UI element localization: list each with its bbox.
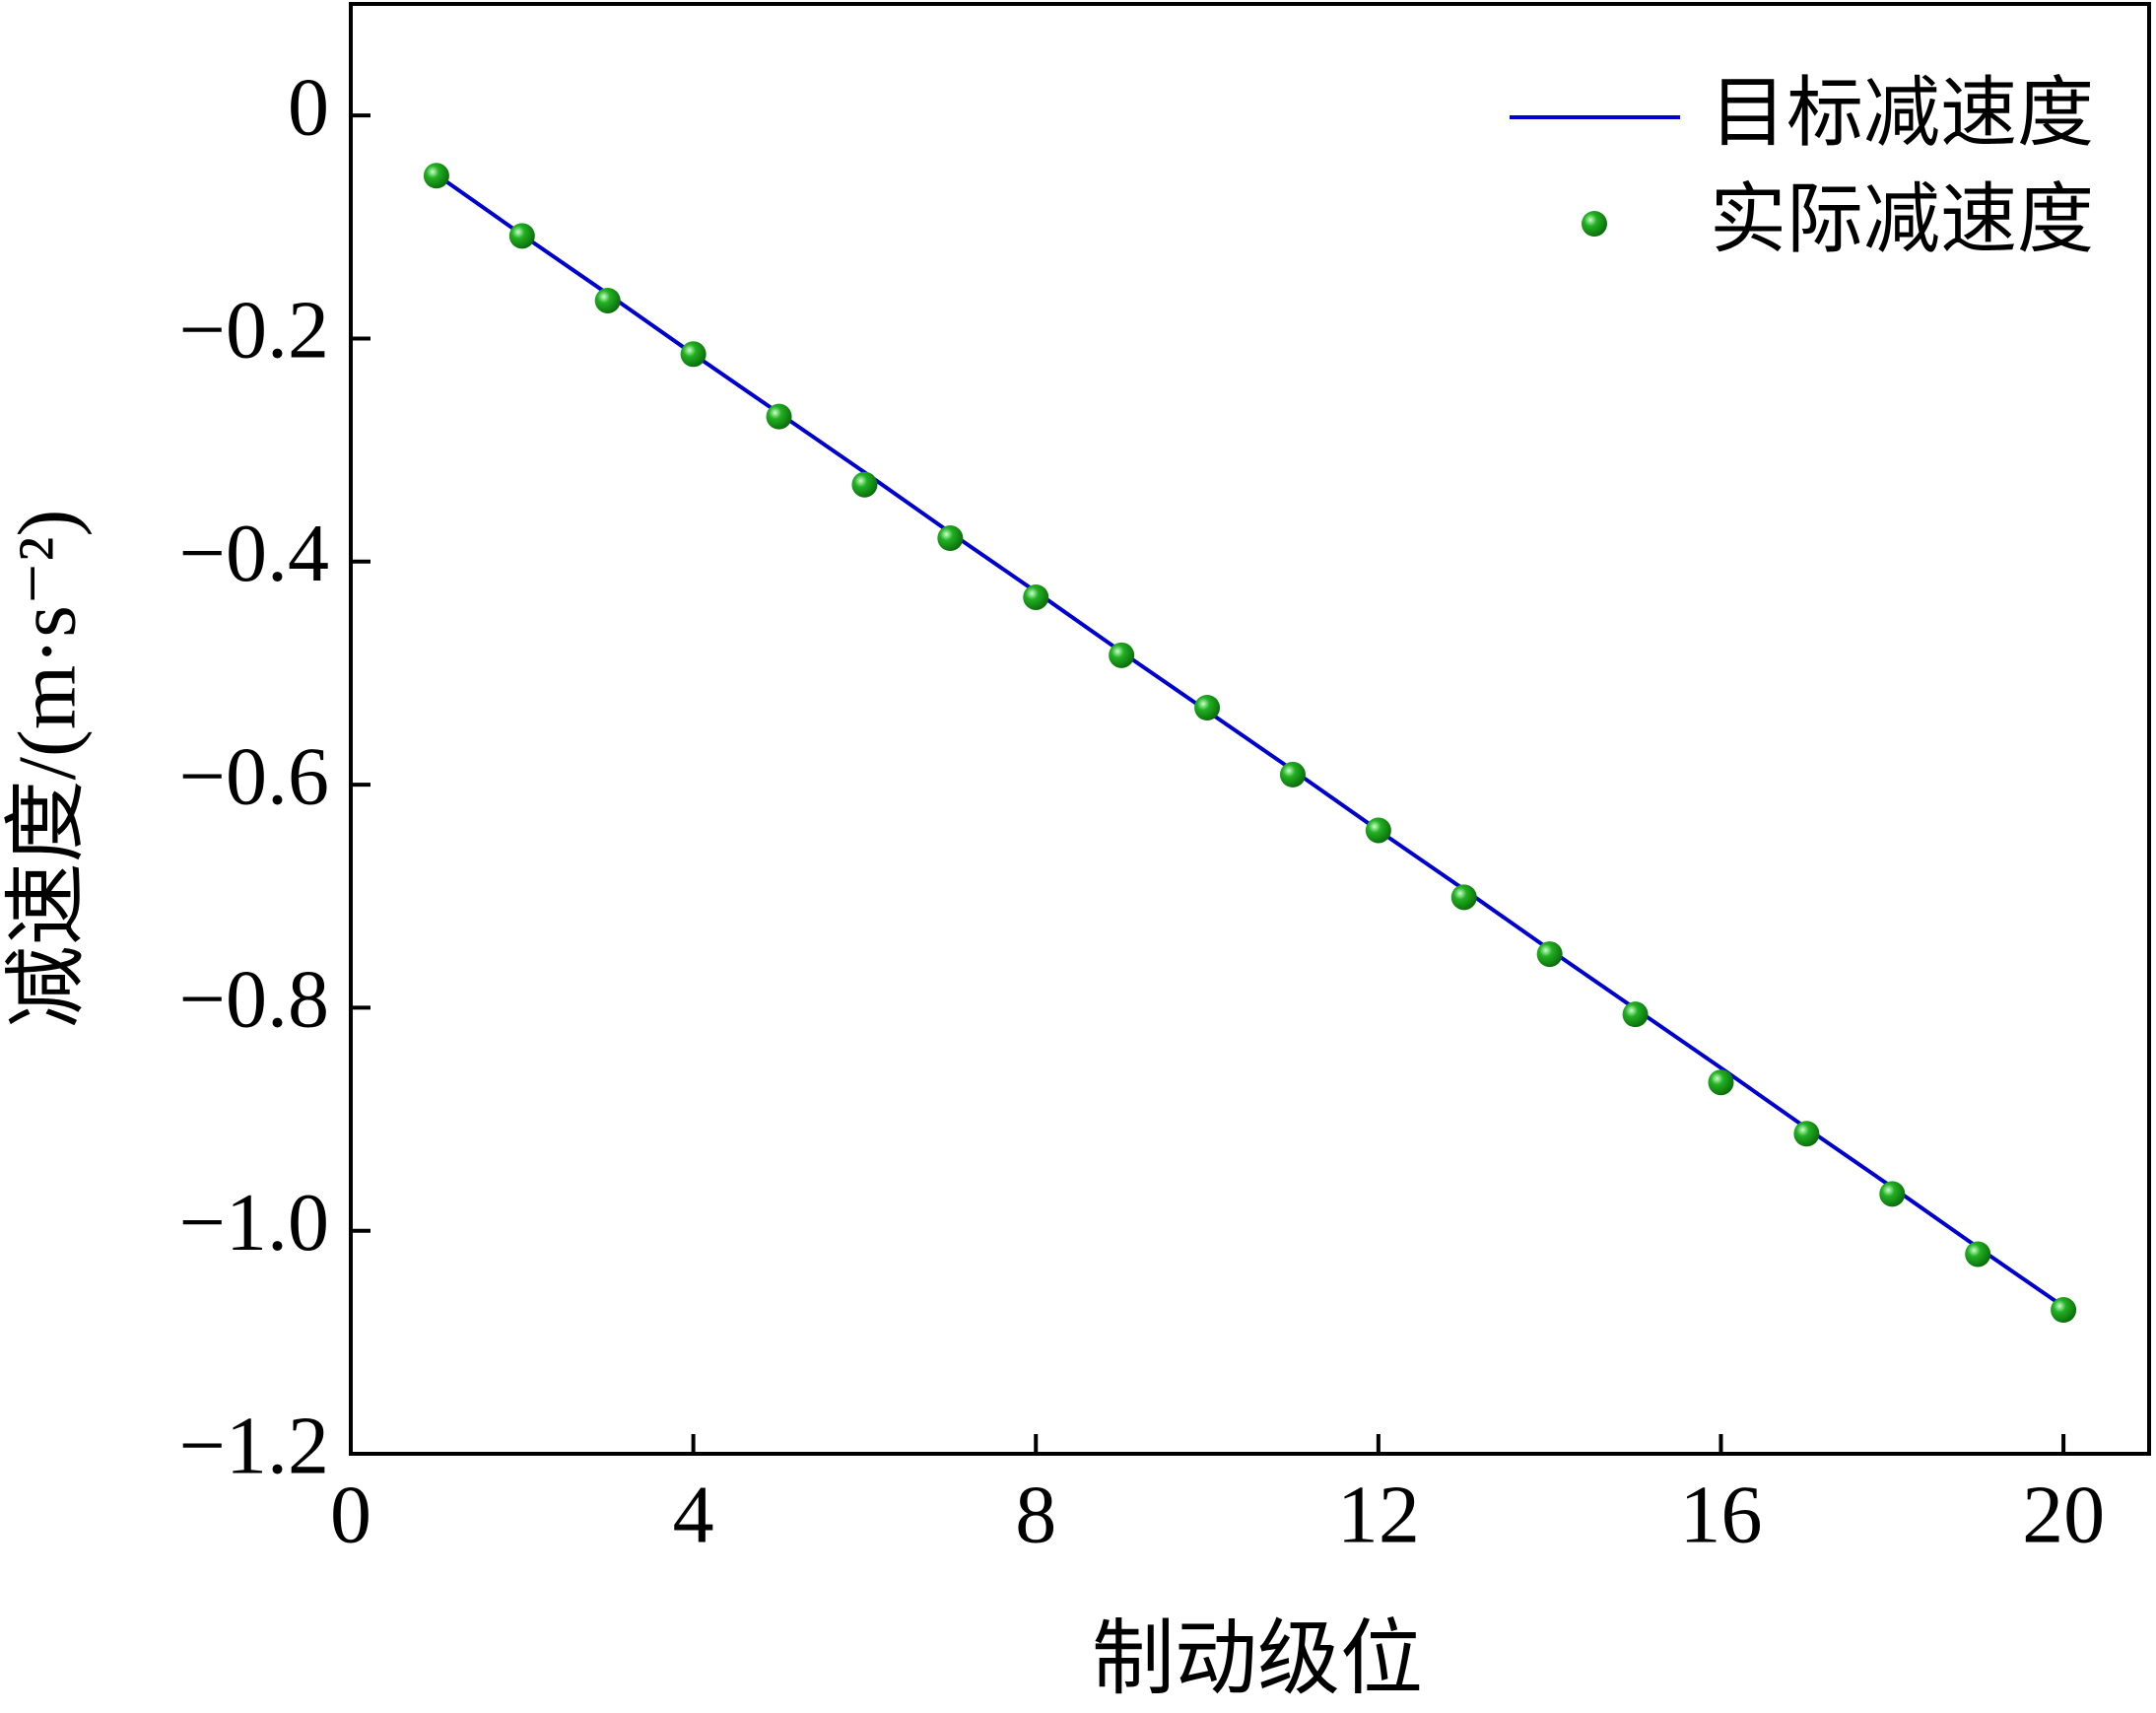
data-point [1450, 884, 1477, 911]
data-point [680, 341, 707, 368]
data-point [2051, 1297, 2077, 1324]
y-tick-label: −0.2 [179, 285, 329, 377]
y-tick-label: −1.2 [179, 1400, 329, 1491]
legend-label: 目标减速度 [1710, 70, 2094, 156]
legend-label: 实际减速度 [1710, 176, 2094, 262]
data-point [1793, 1121, 1820, 1147]
x-tick-label: 4 [673, 1469, 714, 1560]
y-tick-label: −0.8 [179, 954, 329, 1046]
x-tick-label: 8 [1015, 1469, 1056, 1560]
data-point [594, 287, 621, 313]
data-point [1708, 1069, 1734, 1096]
y-tick-label: 0 [288, 61, 329, 153]
data-point [1879, 1181, 1906, 1207]
y-tick-label: −1.0 [179, 1177, 329, 1268]
y-axis-title: 减速度/(m·s⁻²) [1, 510, 93, 1029]
y-tick-label: −0.6 [179, 730, 329, 822]
x-tick-label: 20 [2022, 1469, 2105, 1560]
data-point [1023, 583, 1049, 610]
plot-frame [349, 2, 2151, 1456]
y-tick-label: −0.4 [179, 508, 329, 599]
x-axis-title: 制动级位 [1092, 1613, 1423, 1705]
data-point [508, 223, 535, 249]
data-point [1109, 642, 1135, 668]
data-point [1622, 1001, 1649, 1028]
legend-marker [1582, 211, 1607, 237]
x-tick-label: 0 [330, 1469, 371, 1560]
data-point [937, 525, 964, 552]
x-tick-label: 16 [1679, 1469, 1762, 1560]
data-point [1194, 695, 1221, 721]
data-point [1536, 941, 1563, 968]
series-line [435, 172, 2065, 1309]
data-point [851, 471, 878, 498]
data-point [423, 163, 449, 189]
data-point [1965, 1241, 1991, 1268]
data-point [1279, 761, 1306, 788]
data-point [766, 403, 792, 430]
data-point [1365, 817, 1391, 844]
x-tick-label: 12 [1337, 1469, 1420, 1560]
